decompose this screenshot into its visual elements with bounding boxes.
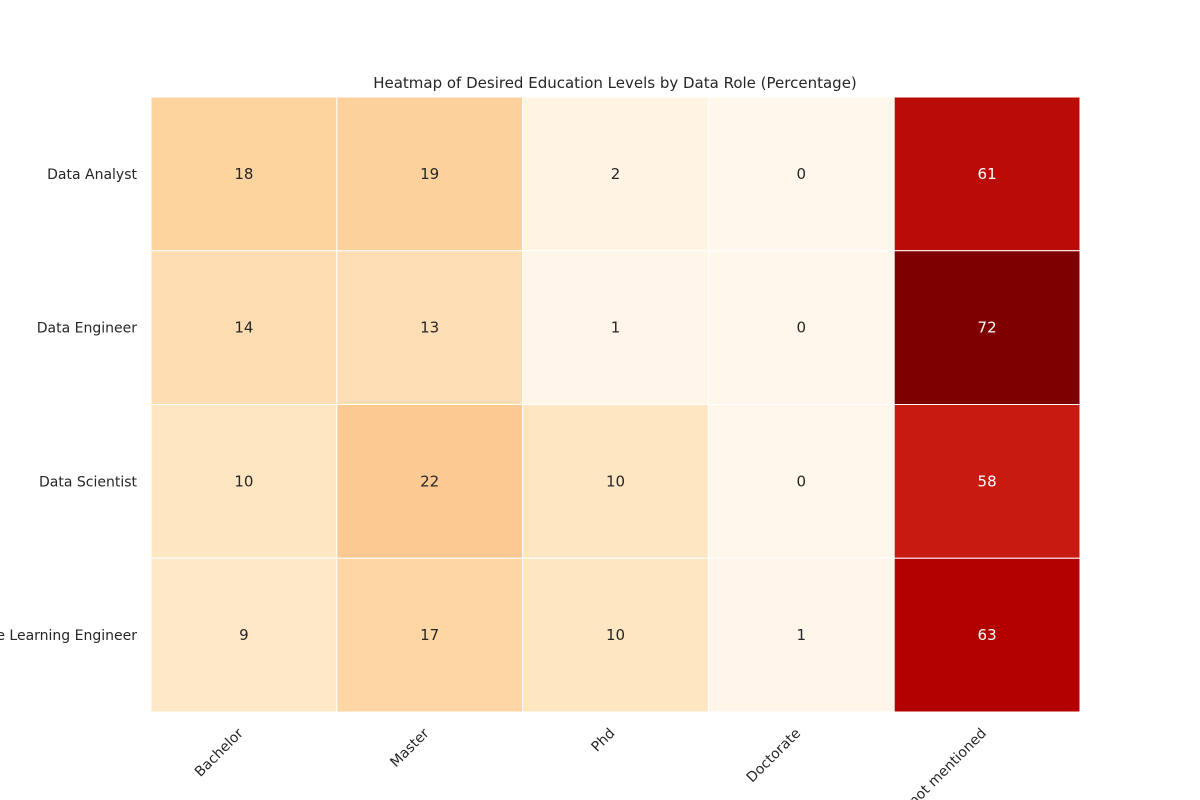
- cell-value-label: 14: [234, 319, 253, 337]
- x-tick-label-phd: Phd: [588, 726, 618, 756]
- cell-value-label: 1: [797, 626, 807, 644]
- cell-value-label: 61: [978, 165, 997, 183]
- heatmap-cell-data-analyst-not-mentioned: [893, 96, 1081, 252]
- heatmap-cell-data-analyst-master: [336, 96, 524, 252]
- x-tick-labels: Bachelor Master Phd Doctorate not mentioned: [192, 725, 990, 800]
- x-tick-label-master: Master: [387, 725, 432, 770]
- heatmap-cell-machine-learning-engineer-bachelor: [150, 557, 338, 713]
- heatmap-cell-data-scientist-phd: [522, 404, 709, 559]
- cell-value-label: 10: [606, 626, 625, 644]
- heatmap-cell-data-scientist-not-mentioned: [893, 404, 1081, 559]
- cell-value-label: 17: [420, 626, 439, 644]
- heatmap-cell-data-analyst-bachelor: [150, 96, 338, 252]
- heatmap-cell-data-scientist-master: [336, 404, 524, 559]
- cell-value-label: 18: [234, 165, 253, 183]
- heatmap-cell-data-analyst-doctorate: [707, 96, 895, 252]
- heatmap-cell-machine-learning-engineer-not-mentioned: [893, 557, 1081, 713]
- cell-value-label: 13: [420, 319, 439, 337]
- x-tick-label-doctorate: Doctorate: [744, 726, 804, 786]
- cell-value-label: 9: [239, 626, 249, 644]
- heatmap-cell-machine-learning-engineer-master: [336, 557, 524, 713]
- cell-value-label: 58: [978, 472, 997, 490]
- cell-value-label: 10: [234, 472, 253, 490]
- heatmap-cell-machine-learning-engineer-phd: [522, 557, 709, 713]
- cell-value-label: 2: [611, 165, 621, 183]
- heatmap-cell-machine-learning-engineer-doctorate: [707, 557, 895, 713]
- heatmap-cell-data-engineer-phd: [522, 250, 709, 405]
- x-tick-label-not-mentioned: not mentioned: [906, 726, 990, 800]
- cell-value-label: 0: [797, 472, 807, 490]
- x-tick-label-bachelor: Bachelor: [192, 725, 247, 780]
- cell-value-label: 22: [420, 472, 439, 490]
- cell-value-label: 0: [797, 165, 807, 183]
- y-tick-labels: Data Analyst Data Engineer Data Scientist M…: [0, 167, 138, 644]
- chart-title: Heatmap of Desired Education Levels by D…: [373, 74, 857, 92]
- heatmap-cell-data-analyst-phd: [522, 96, 709, 252]
- cell-value-label: 1: [611, 319, 621, 337]
- heatmap-cell-data-engineer-bachelor: [150, 250, 338, 405]
- heatmap-cell-data-scientist-doctorate: [707, 404, 895, 559]
- y-tick-label-data-analyst: Data Analyst: [47, 167, 137, 183]
- heatmap-cell-data-engineer-not-mentioned: [893, 250, 1081, 405]
- cell-value-label: 19: [420, 165, 439, 183]
- y-tick-label-data-engineer: Data Engineer: [37, 321, 137, 337]
- cell-value-label: 10: [606, 472, 625, 490]
- y-tick-label-data-scientist: Data Scientist: [39, 474, 138, 490]
- heatmap-cell-data-engineer-master: [336, 250, 524, 405]
- cell-value-label: 0: [797, 319, 807, 337]
- cell-value-label: 72: [978, 319, 997, 337]
- cell-value-label: 63: [978, 626, 997, 644]
- y-tick-label-machine-learning-engineer: Machine Learning Engineer: [0, 628, 137, 644]
